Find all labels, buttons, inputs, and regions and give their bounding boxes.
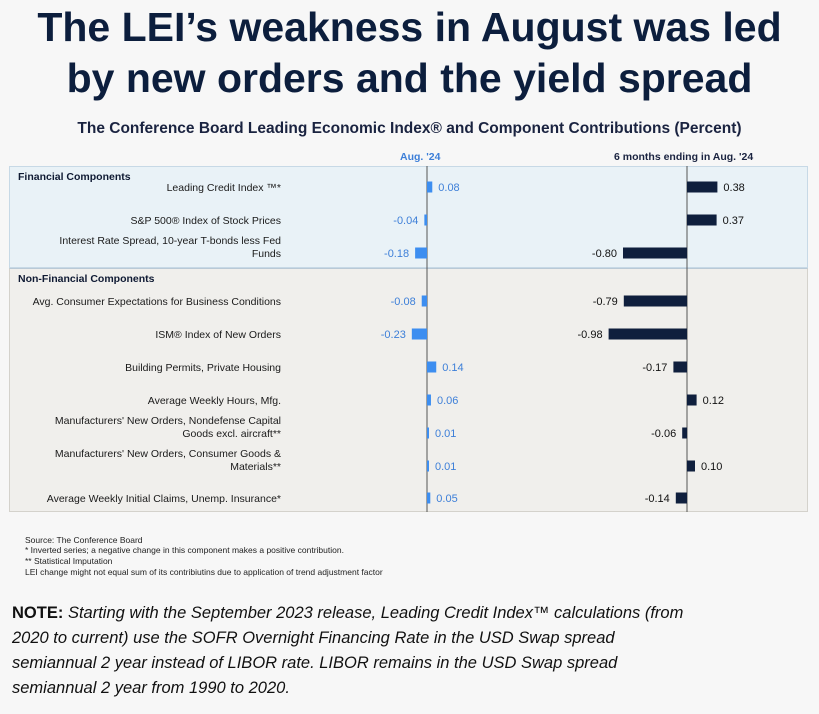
data-label-aug: 0.01 bbox=[435, 461, 456, 473]
data-label-six-months: -0.06 bbox=[651, 428, 676, 440]
data-label-six-months: 0.12 bbox=[703, 395, 724, 407]
data-label-six-months: -0.17 bbox=[642, 362, 667, 374]
bar-six-months bbox=[687, 460, 695, 472]
category-label: Average Weekly Initial Claims, Unemp. In… bbox=[47, 493, 281, 505]
data-label-six-months: -0.98 bbox=[578, 329, 603, 341]
category-label: Building Permits, Private Housing bbox=[125, 362, 281, 374]
data-label-aug: -0.18 bbox=[384, 248, 409, 260]
category-label: S&P 500® Index of Stock Prices bbox=[130, 215, 281, 227]
data-label-six-months: -0.80 bbox=[592, 248, 617, 260]
bar-aug bbox=[427, 361, 437, 373]
data-label-aug: 0.14 bbox=[442, 362, 463, 374]
footnote-trend: LEI change might not equal sum of its co… bbox=[25, 567, 383, 577]
bar-aug bbox=[411, 328, 427, 340]
data-label-aug: 0.06 bbox=[437, 395, 458, 407]
note-text: Starting with the September 2023 release… bbox=[12, 604, 684, 697]
bar-six-months bbox=[608, 328, 687, 340]
bar-aug bbox=[427, 394, 431, 406]
bar-six-months bbox=[623, 247, 687, 259]
bar-six-months bbox=[687, 214, 717, 226]
footnote-imputation: ** Statistical Imputation bbox=[25, 556, 113, 566]
bar-aug bbox=[415, 247, 427, 259]
bar-six-months bbox=[675, 492, 687, 504]
data-label-six-months: -0.14 bbox=[645, 493, 670, 505]
data-label-aug: 0.01 bbox=[435, 428, 456, 440]
note-label: NOTE: bbox=[12, 604, 64, 622]
data-label-six-months: 0.37 bbox=[723, 215, 744, 227]
section-label-non-financial: Non-Financial Components bbox=[18, 273, 155, 285]
data-label-aug: 0.08 bbox=[438, 182, 459, 194]
bar-six-months bbox=[687, 394, 697, 406]
bar-aug bbox=[427, 492, 431, 504]
bar-six-months bbox=[673, 361, 687, 373]
data-label-six-months: -0.79 bbox=[593, 296, 618, 308]
category-label: Manufacturers' New Orders, Consumer Good… bbox=[55, 448, 281, 473]
category-label: Average Weekly Hours, Mfg. bbox=[148, 395, 281, 407]
data-label-six-months: 0.10 bbox=[701, 461, 722, 473]
bar-six-months bbox=[623, 295, 687, 307]
headline-line-1: The LEI’s weakness in August was led bbox=[37, 4, 782, 50]
section-label-financial: Financial Components bbox=[18, 171, 131, 183]
category-label: Avg. Consumer Expectations for Business … bbox=[33, 296, 281, 308]
data-label-six-months: 0.38 bbox=[723, 182, 744, 194]
data-label-aug: -0.23 bbox=[381, 329, 406, 341]
chart-title: The Conference Board Leading Economic In… bbox=[77, 120, 742, 137]
headline-line-2: by new orders and the yield spread bbox=[66, 55, 753, 101]
data-label-aug: -0.04 bbox=[393, 215, 418, 227]
category-label: Manufacturers' New Orders, Nondefense Ca… bbox=[55, 415, 281, 440]
footnote-source: Source: The Conference Board bbox=[25, 535, 143, 545]
data-label-aug: 0.05 bbox=[436, 493, 457, 505]
bar-aug bbox=[427, 460, 429, 472]
bar-aug bbox=[421, 295, 427, 307]
bar-aug bbox=[427, 181, 433, 193]
column-header-six-months: 6 months ending in Aug. '24 bbox=[614, 151, 754, 163]
note-paragraph: NOTE: Starting with the September 2023 r… bbox=[12, 601, 692, 701]
category-label: Leading Credit Index ™* bbox=[167, 182, 281, 194]
bar-aug bbox=[424, 214, 427, 226]
category-label: Interest Rate Spread, 10-year T-bonds le… bbox=[59, 235, 281, 260]
category-label: ISM® Index of New Orders bbox=[155, 329, 281, 341]
bar-six-months bbox=[687, 181, 718, 193]
column-header-aug: Aug. '24 bbox=[400, 151, 441, 163]
data-label-aug: -0.08 bbox=[391, 296, 416, 308]
bar-aug bbox=[427, 427, 429, 439]
non-financial-components-panel bbox=[9, 268, 808, 512]
footnote-inverted: * Inverted series; a negative change in … bbox=[25, 545, 344, 555]
bar-six-months bbox=[682, 427, 687, 439]
